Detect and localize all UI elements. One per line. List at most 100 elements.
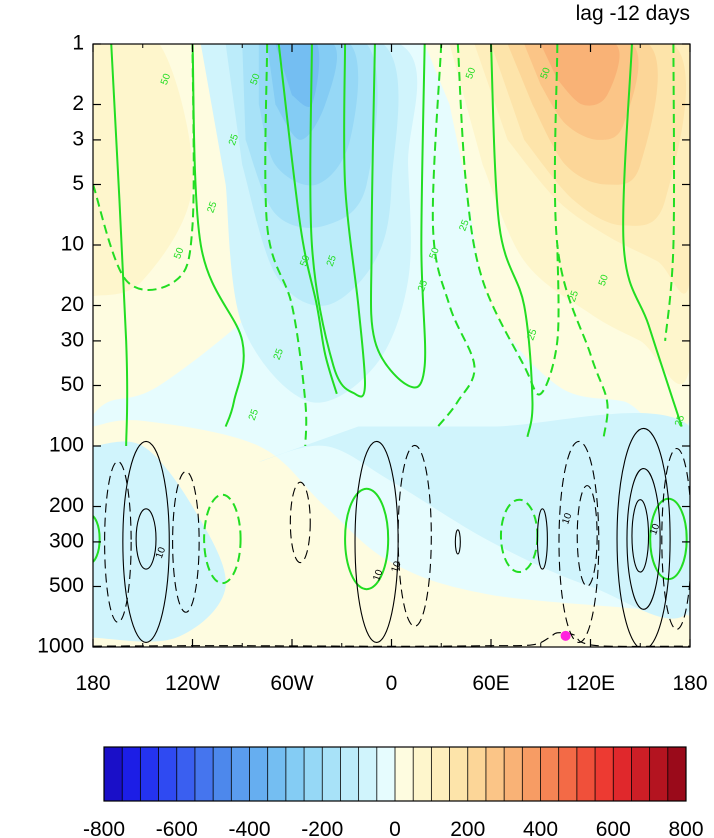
green-contour-closed-0	[344, 487, 390, 591]
colorbar-box	[631, 747, 650, 801]
x-tick-label: 180	[75, 672, 110, 695]
green-contour-label: 50	[159, 72, 173, 87]
black-contour-closed-3	[172, 471, 200, 613]
black-contour-closed-2	[104, 460, 132, 623]
marker-layer	[560, 630, 571, 641]
black-contour-closed-8	[536, 508, 548, 570]
colorbar-box	[522, 747, 541, 801]
green-contour-label: 25	[526, 327, 540, 342]
shade-region-7	[275, 44, 320, 107]
colorbar-box	[340, 747, 359, 801]
y-axis: 1 2 3 5 10 20 30 50 100 200 300 500 1000	[37, 32, 690, 658]
green-contours	[93, 44, 688, 591]
y-tick-label: 10	[61, 233, 84, 256]
y-tick-label: 1	[72, 32, 84, 55]
y-tick-label: 500	[49, 574, 84, 597]
black-contour-closed-10	[576, 485, 598, 587]
colorbar-box	[413, 747, 432, 801]
colorbar-box	[285, 747, 305, 801]
green-contour-label: 25	[325, 253, 339, 268]
colorbar-box	[504, 747, 523, 801]
black-contour-label: 10	[154, 545, 168, 560]
contour-labels: 50 50 25 25 50 50 25 25 25 50 25 25 50 25 50 50 25 25 10 10…	[154, 66, 687, 583]
black-contour-closed-11	[616, 427, 671, 647]
colorbar-box	[158, 747, 178, 801]
colorbar-tick-label: 600	[596, 818, 631, 838]
colorbar-box	[122, 747, 141, 801]
colorbar-tick-label: 400	[523, 818, 558, 838]
green-contour-label: 25	[458, 218, 472, 233]
y-tick-label: 300	[49, 529, 84, 552]
location-marker	[560, 630, 571, 641]
colorbar-box	[449, 747, 469, 801]
green-contour-label: 50	[464, 66, 478, 81]
green-contour-line-3	[264, 44, 308, 447]
green-contour-line-8	[456, 44, 560, 396]
chart-title: lag -12 days	[576, 2, 690, 25]
y-tick-label: 2	[72, 92, 84, 115]
green-contour-line-11	[622, 44, 683, 427]
black-contour-label: 10	[560, 511, 574, 526]
black-contour-closed-14	[661, 447, 690, 630]
x-tick-label: 60W	[270, 672, 313, 695]
y-tick-label: 20	[61, 293, 84, 316]
colorbar-box	[358, 747, 378, 801]
black-contour-label: 10	[371, 568, 385, 583]
colorbar-box	[267, 747, 287, 801]
colorbar-tick-label: 800	[668, 818, 703, 838]
green-contour-line-4	[277, 44, 338, 395]
black-contour-closed-9	[558, 440, 600, 643]
green-contour-line-2	[191, 44, 245, 427]
black-contour-label: 10	[390, 560, 404, 575]
colorbar-tick-label: -200	[301, 818, 343, 838]
colorbar-box	[304, 747, 323, 801]
y-tick-label: 3	[72, 127, 84, 150]
green-contour-label: 25	[272, 347, 286, 362]
colorbar-box	[376, 747, 396, 801]
colorbar-box	[649, 747, 669, 801]
colorbar-tick-label: 0	[389, 818, 401, 838]
x-tick-label: 60E	[472, 672, 509, 695]
colorbar-box	[667, 747, 687, 801]
black-contour-closed-13	[631, 499, 650, 573]
colorbar-box	[576, 747, 596, 801]
green-contour-label: 25	[205, 200, 219, 215]
black-contour-label: 10	[648, 522, 662, 537]
colorbar-box	[595, 747, 614, 801]
black-contour-closed-1	[135, 508, 157, 570]
green-contour-line-9	[490, 44, 534, 437]
green-contour-label: 25	[567, 289, 581, 304]
shade-region-14	[540, 44, 620, 106]
colorbar-box	[467, 747, 487, 801]
green-contour-label: 50	[172, 246, 186, 261]
colorbar-box	[395, 747, 414, 801]
green-contour-closed-4	[93, 514, 101, 563]
y-tick-label: 1000	[37, 635, 84, 658]
colorbar-box	[231, 747, 250, 801]
colorbar-tick-label: -400	[228, 818, 270, 838]
shade-region-17	[258, 412, 690, 619]
green-contour-label: 50	[428, 246, 442, 261]
shade-region-15	[93, 420, 690, 647]
x-tick-label: 0	[386, 672, 398, 695]
green-contour-line-1	[93, 44, 195, 291]
x-tick-label: 180	[672, 672, 707, 695]
green-contour-line-10	[553, 44, 609, 437]
y-tick-label: 50	[61, 373, 84, 396]
colorbar-box	[322, 747, 341, 801]
green-contour-label: 50	[249, 72, 263, 87]
colorbar-box	[194, 747, 214, 801]
y-tick-label: 30	[61, 328, 84, 351]
green-contour-label: 25	[416, 279, 430, 294]
black-contour-closed-4	[289, 481, 311, 564]
colorbar: -800 -600 -400 -200 0 200 400 600 800	[83, 746, 704, 838]
y-tick-label: 100	[49, 434, 84, 457]
black-contours	[93, 427, 690, 647]
green-contour-label: 25	[227, 132, 241, 147]
green-contour-closed-1	[203, 493, 242, 585]
colorbar-box	[176, 747, 196, 801]
colorbar-box	[485, 747, 505, 801]
x-tick-label: 120E	[566, 672, 615, 695]
black-contour-closed-6	[397, 444, 432, 627]
